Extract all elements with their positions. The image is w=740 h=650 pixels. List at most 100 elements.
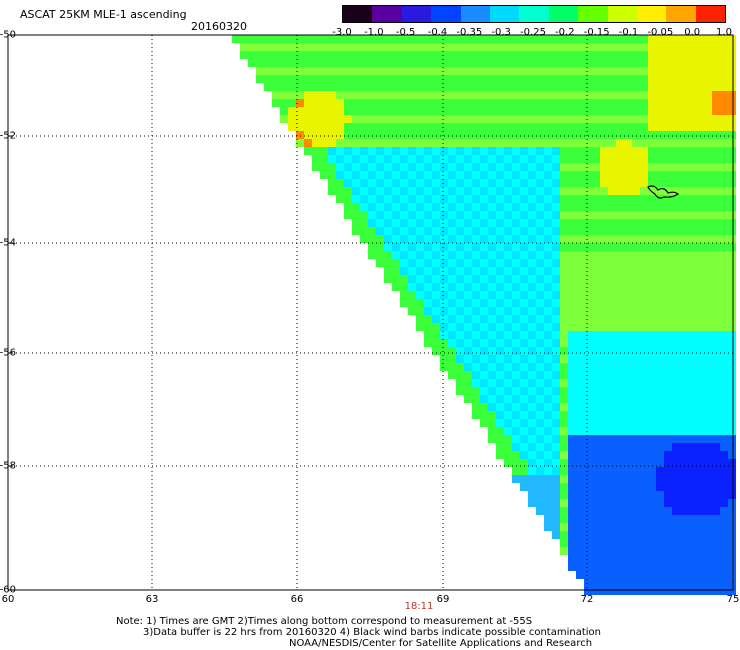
data-cell — [408, 179, 416, 187]
data-cell — [520, 43, 528, 51]
data-cell — [496, 251, 504, 259]
data-cell — [600, 579, 608, 587]
data-cell — [368, 131, 376, 139]
data-cell — [672, 75, 680, 83]
data-cell — [608, 475, 616, 483]
colorbar-segment — [578, 6, 608, 22]
data-cell — [712, 331, 720, 339]
data-cell — [600, 531, 608, 539]
data-cell — [624, 395, 632, 403]
data-cell — [656, 155, 664, 163]
data-cell — [480, 275, 488, 283]
data-cell — [432, 259, 440, 267]
data-cell — [680, 171, 688, 179]
data-cell — [672, 299, 680, 307]
data-cell — [616, 163, 624, 171]
data-cell — [592, 155, 600, 163]
data-cell — [368, 227, 376, 235]
data-cell — [704, 203, 712, 211]
data-cell — [488, 75, 496, 83]
data-cell — [464, 259, 472, 267]
data-cell — [592, 67, 600, 75]
data-cell — [600, 259, 608, 267]
data-cell — [592, 299, 600, 307]
data-cell — [520, 227, 528, 235]
data-cell — [528, 411, 536, 419]
data-cell — [568, 275, 576, 283]
data-cell — [664, 75, 672, 83]
data-cell — [504, 51, 512, 59]
data-cell — [424, 155, 432, 163]
data-cell — [536, 331, 544, 339]
data-cell — [616, 179, 624, 187]
data-cell — [552, 51, 560, 59]
data-cell — [536, 99, 544, 107]
data-cell — [416, 171, 424, 179]
data-cell — [632, 115, 640, 123]
data-cell — [528, 315, 536, 323]
data-cell — [400, 211, 408, 219]
data-cell — [616, 347, 624, 355]
data-cell — [688, 435, 696, 443]
data-cell — [696, 427, 704, 435]
data-cell — [520, 371, 528, 379]
data-cell — [592, 139, 600, 147]
colorbar-tick-label: -0.5 — [395, 27, 416, 38]
data-cell — [304, 75, 312, 83]
data-cell — [536, 251, 544, 259]
data-cell — [520, 187, 528, 195]
data-cell — [648, 427, 656, 435]
data-cell — [592, 123, 600, 131]
data-cell — [568, 171, 576, 179]
data-cell — [600, 179, 608, 187]
data-cell — [704, 211, 712, 219]
data-cell — [560, 163, 568, 171]
data-cell — [520, 411, 528, 419]
data-cell — [728, 139, 736, 147]
data-cell — [616, 131, 624, 139]
data-cell — [568, 259, 576, 267]
data-cell — [720, 51, 728, 59]
data-cell — [680, 499, 688, 507]
data-cell — [416, 283, 424, 291]
data-cell — [560, 339, 568, 347]
data-cell — [600, 459, 608, 467]
x-tick-label: 75 — [726, 594, 740, 605]
data-cell — [704, 43, 712, 51]
data-cell — [544, 339, 552, 347]
data-cell — [632, 395, 640, 403]
data-cell — [504, 371, 512, 379]
data-cell — [456, 211, 464, 219]
data-cell — [576, 355, 584, 363]
data-cell — [680, 275, 688, 283]
data-cell — [400, 163, 408, 171]
data-cell — [544, 435, 552, 443]
data-cell — [592, 267, 600, 275]
data-cell — [672, 267, 680, 275]
data-cell — [624, 243, 632, 251]
data-cell — [600, 75, 608, 83]
data-cell — [536, 171, 544, 179]
data-cell — [464, 203, 472, 211]
data-cell — [672, 179, 680, 187]
data-cell — [560, 67, 568, 75]
data-cell — [728, 291, 736, 299]
data-cell — [592, 587, 600, 595]
data-cell — [584, 299, 592, 307]
data-cell — [616, 427, 624, 435]
data-cell — [576, 403, 584, 411]
data-cell — [560, 43, 568, 51]
data-cell — [448, 275, 456, 283]
data-cell — [536, 475, 544, 483]
data-cell — [504, 139, 512, 147]
data-cell — [584, 187, 592, 195]
data-cell — [680, 75, 688, 83]
data-cell — [528, 419, 536, 427]
data-cell — [512, 411, 520, 419]
data-cell — [504, 83, 512, 91]
data-cell — [672, 355, 680, 363]
data-cell — [672, 259, 680, 267]
data-cell — [344, 187, 352, 195]
data-cell — [600, 547, 608, 555]
data-cell — [696, 547, 704, 555]
